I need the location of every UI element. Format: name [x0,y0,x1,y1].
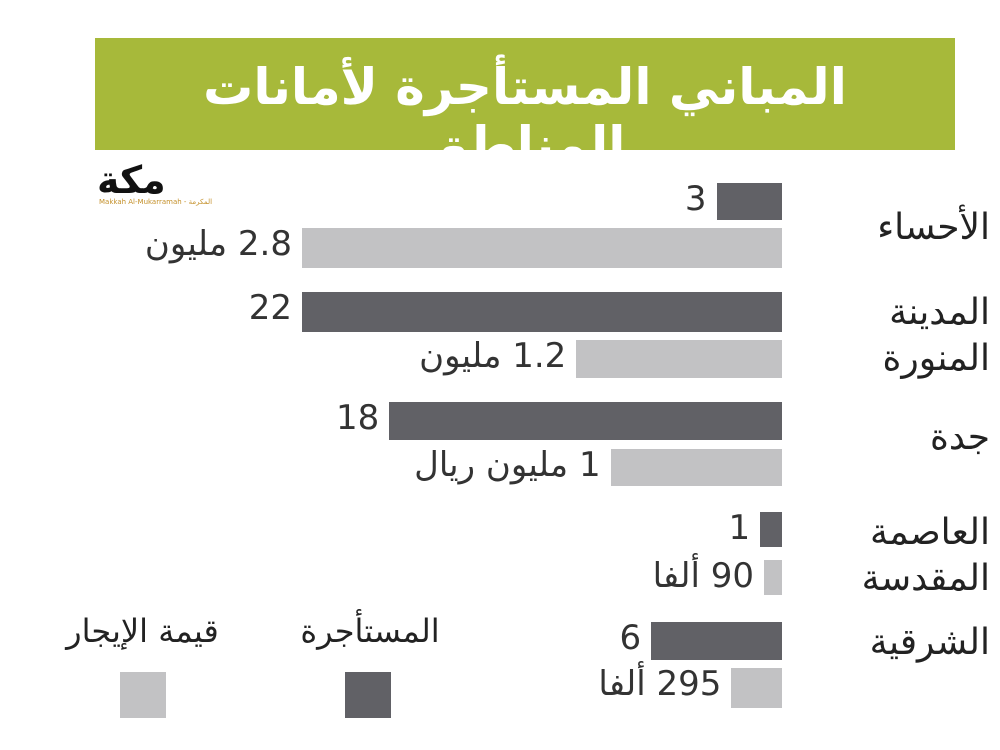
bar-rent-value-2 [576,340,782,378]
legend-swatch-rent-value [120,672,166,718]
label-rented-2: 22 [248,288,292,328]
logo-wordmark: مكة [97,158,166,202]
bar-rent-value-1 [302,228,782,268]
bar-rented-1 [716,183,782,220]
label-rented-5: 6 [619,618,642,658]
label-rent-value-4: 90 ألفا [652,556,754,596]
bar-rent-value-4 [764,560,782,595]
bar-rented-3 [389,402,782,440]
bar-rented-2 [302,292,782,332]
bar-rented-5 [651,622,782,660]
title-banner: المباني المستأجرة لأمانات المناطق [95,38,955,174]
label-rent-value-3: 1 مليون ريال [414,445,601,485]
category-label-1: الأحساء [877,207,990,248]
label-rent-value-1: 2.8 مليون [144,224,292,264]
category-label-4: العاصمة المقدسة [861,512,990,599]
category-label-3: جدة [929,417,990,458]
label-rented-3: 18 [336,398,380,438]
label-rented-1: 3 [684,179,707,219]
bar-rent-value-3 [610,449,782,486]
legend-label-rented: المستأجرة [300,612,440,650]
legend-label-rent-value: قيمة الإيجار [66,612,219,650]
chart-title: المباني المستأجرة لأمانات المناطق [203,58,847,174]
label-rented-4: 1 [728,508,751,548]
category-label-2: المدينة المنورة [882,292,991,379]
bar-rented-4 [760,512,782,547]
category-label-5: الشرقية [869,622,990,663]
logo-subtitle: Makkah Al-Mukarramah - المكرمة [99,198,213,206]
legend-swatch-rented [345,672,391,718]
label-rent-value-2: 1.2 مليون [419,336,567,376]
label-rent-value-5: 295 ألفا [598,664,722,704]
newspaper-logo: مكة Makkah Al-Mukarramah - المكرمة [95,158,212,206]
bar-rent-value-5 [731,668,782,708]
